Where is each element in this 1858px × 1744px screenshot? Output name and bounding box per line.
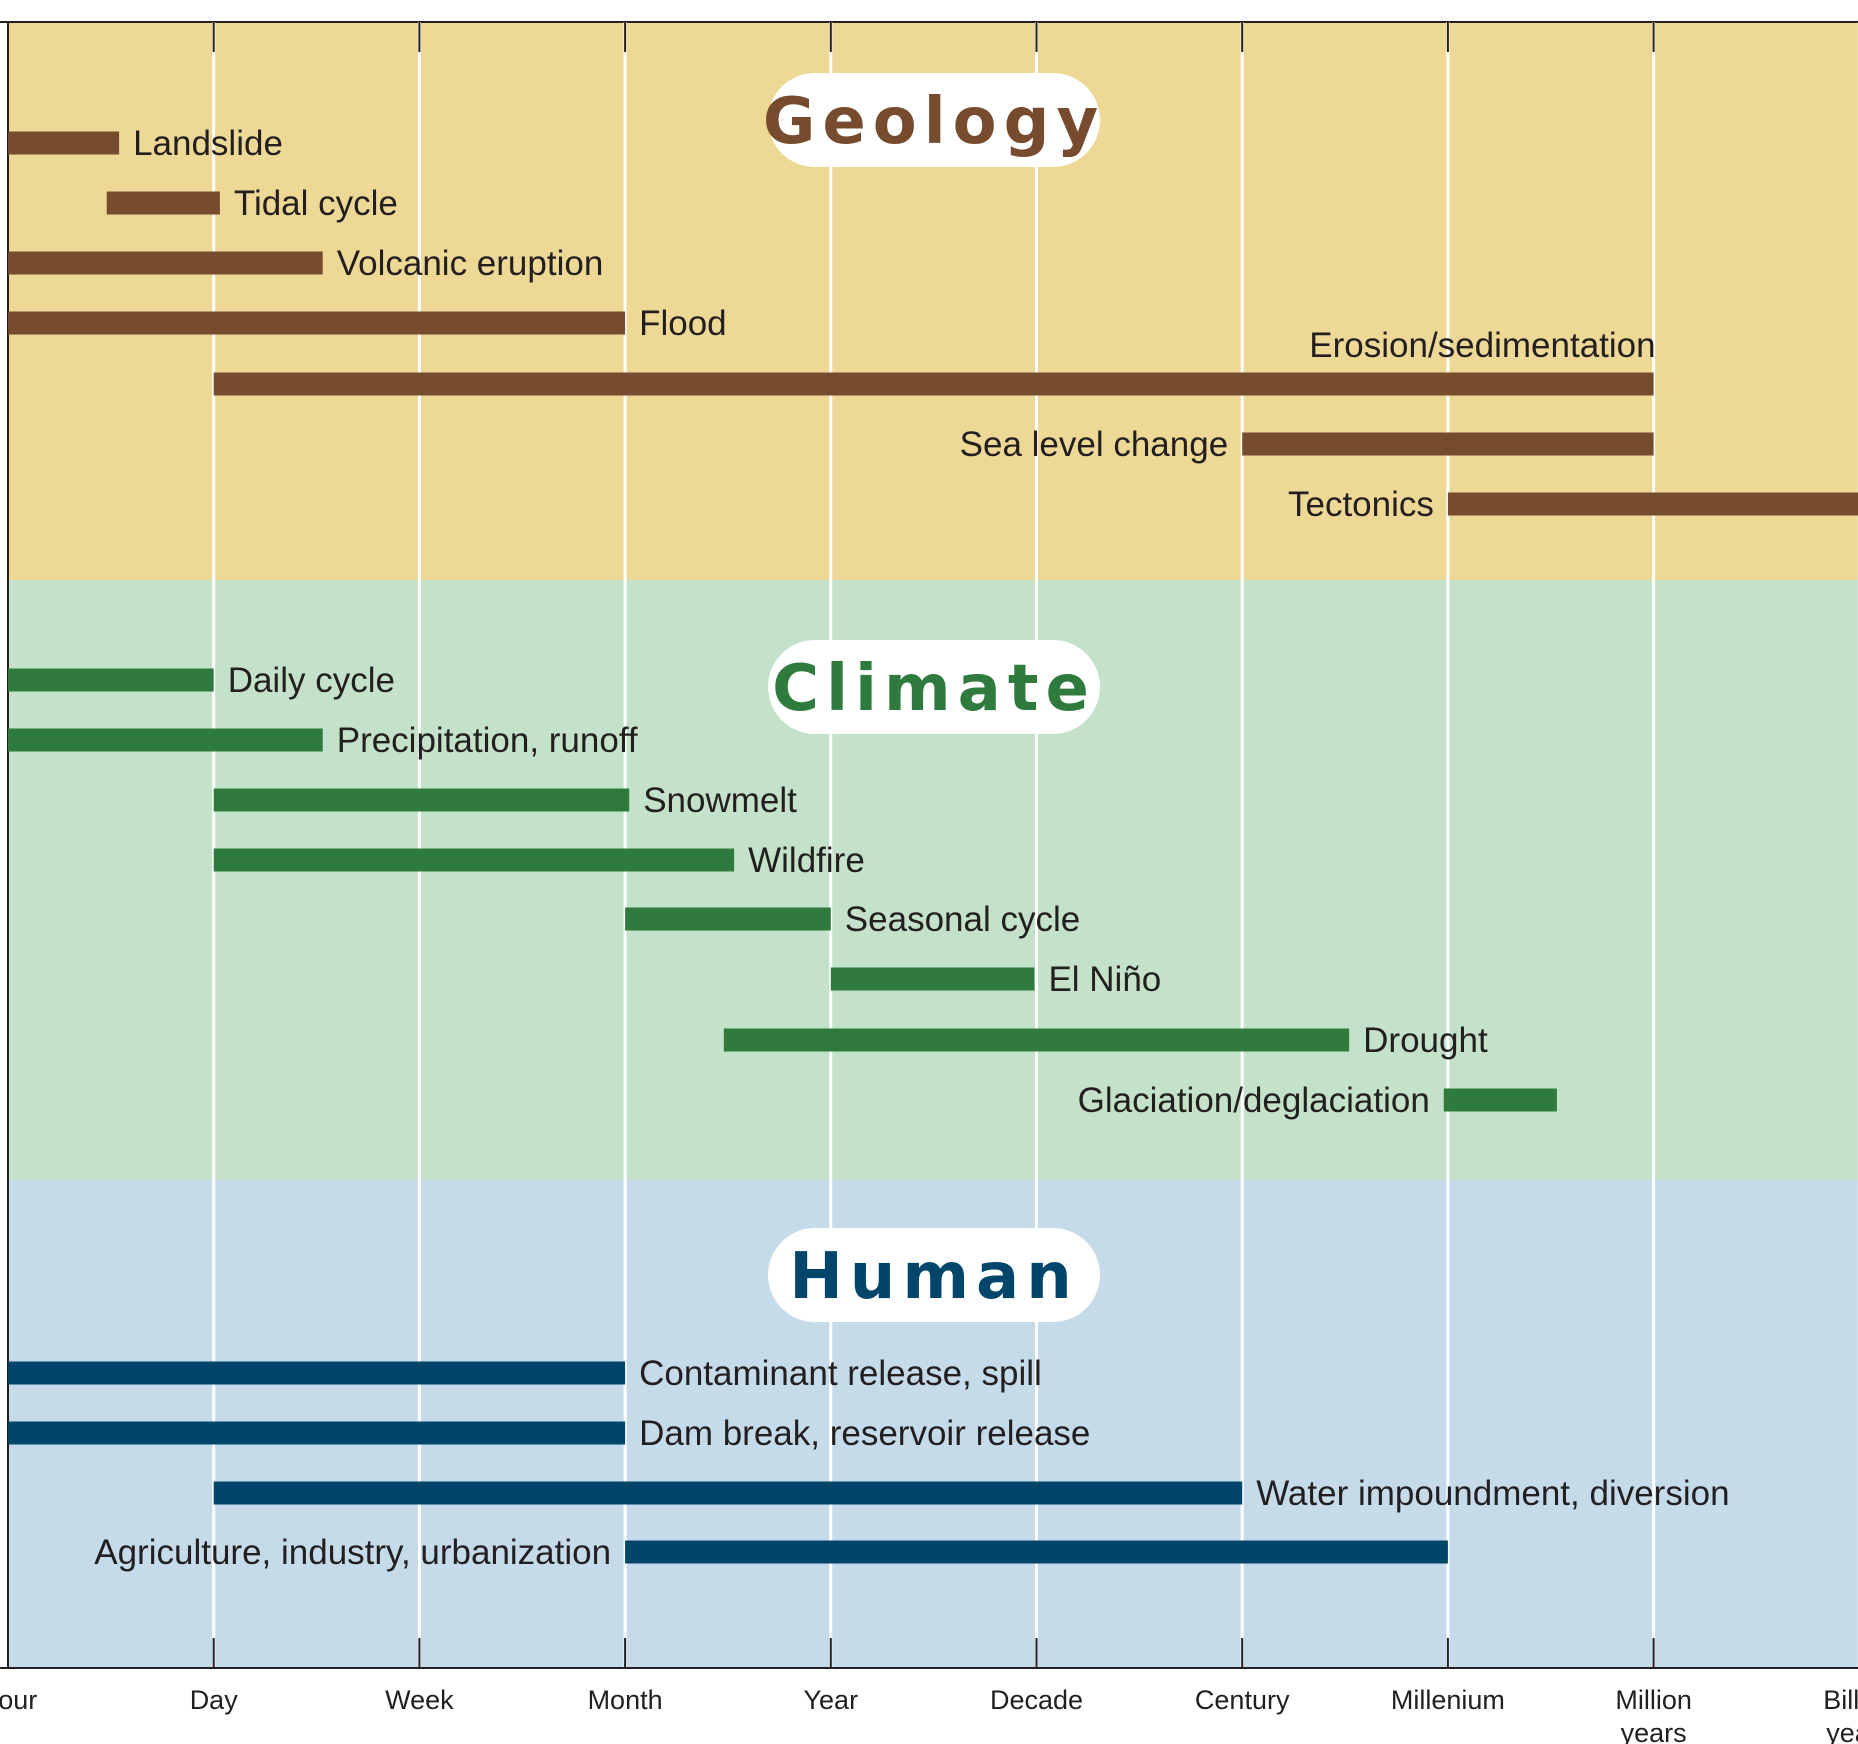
bar-label-snowmelt: Snowmelt (643, 781, 797, 820)
panel-title-climate: Climate (768, 640, 1100, 734)
gridlines (0, 21, 1858, 1668)
title-text: Climate (772, 652, 1096, 726)
bar-label-seasonal-cycle: Seasonal cycle (845, 900, 1080, 939)
bar-label-landslide: Landslide (133, 124, 283, 163)
bar-drought (723, 1028, 1350, 1052)
bar-label-volcanic-eruption: Volcanic eruption (337, 244, 604, 283)
bar-el-ni-o (830, 967, 1035, 991)
bar-contaminant-release-spill (8, 1361, 626, 1385)
bar-flood (8, 311, 626, 335)
tick-label-year: Year (804, 1685, 859, 1715)
bar-label-flood: Flood (639, 304, 727, 343)
bar-label-agriculture-industry-urbanization: Agriculture, industry, urbanization (94, 1533, 611, 1572)
bar-water-impoundment-diversion (213, 1481, 1243, 1505)
title-text: Human (789, 1240, 1079, 1314)
bar-sea-level-change (1242, 432, 1654, 456)
tick-label-day: Day (190, 1685, 239, 1715)
tick-label-billion-years: Billionyears (1823, 1685, 1858, 1744)
tick-label-decade: Decade (990, 1685, 1083, 1715)
bar-label-wildfire: Wildfire (748, 841, 865, 880)
bar-label-drought: Drought (1363, 1021, 1488, 1060)
x-axis: Hour Day Week Month Year Decade Century Milleni… (0, 22, 1858, 1744)
bar-label-tectonics: Tectonics (1288, 485, 1434, 524)
tick-label-month: Month (588, 1685, 663, 1715)
tick-label-century: Century (1195, 1685, 1290, 1715)
panel-title-human: Human (768, 1228, 1100, 1322)
bar-label-el-ni-o: El Niño (1048, 960, 1161, 999)
bar-label-tidal-cycle: Tidal cycle (234, 184, 398, 223)
title-pill (768, 1228, 1100, 1322)
title-text: Geology (763, 85, 1105, 159)
bar-volcanic-eruption (8, 251, 323, 275)
bar-label-sea-level-change: Sea level change (960, 425, 1229, 464)
bar-label-daily-cycle: Daily cycle (228, 661, 395, 700)
bar-dam-break-reservoir-release (8, 1421, 626, 1445)
bar-erosion-sedimentation (213, 372, 1654, 396)
bars: Landslide Tidal cycle Volcanic eruption Flo… (8, 124, 1858, 1572)
tick-label-millenium: Millenium (1391, 1685, 1505, 1715)
bar-label-contaminant-release-spill: Contaminant release, spill (639, 1354, 1042, 1393)
bar-tectonics (1447, 492, 1858, 516)
bar-label-glaciation-deglaciation: Glaciation/deglaciation (1078, 1081, 1430, 1120)
bar-label-precipitation-runoff: Precipitation, runoff (337, 721, 638, 760)
bar-snowmelt (213, 788, 630, 812)
panel-titles: Geology Climate Human (763, 73, 1105, 1322)
panel-title-geology: Geology (763, 73, 1105, 167)
tick-label-million-years: Million years (1615, 1685, 1692, 1744)
tick-label-hour: Hour (0, 1685, 37, 1715)
bar-label-water-impoundment-diversion: Water impoundment, diversion (1256, 1474, 1729, 1513)
bar-wildfire (213, 848, 735, 872)
bar-precipitation-runoff (8, 728, 323, 752)
bar-seasonal-cycle (625, 907, 831, 931)
bar-label-dam-break-reservoir-release: Dam break, reservoir release (639, 1414, 1090, 1453)
tick-label-week: Week (385, 1685, 454, 1715)
title-pill (768, 640, 1100, 734)
bar-glaciation-deglaciation (1443, 1088, 1557, 1112)
bar-agriculture-industry-urbanization (625, 1540, 1448, 1564)
bar-daily-cycle (8, 668, 214, 692)
title-pill (768, 73, 1100, 167)
bar-tidal-cycle (106, 191, 220, 215)
bar-landslide (8, 131, 120, 155)
bar-label-erosion-sedimentation: Erosion/sedimentation (1309, 326, 1655, 365)
